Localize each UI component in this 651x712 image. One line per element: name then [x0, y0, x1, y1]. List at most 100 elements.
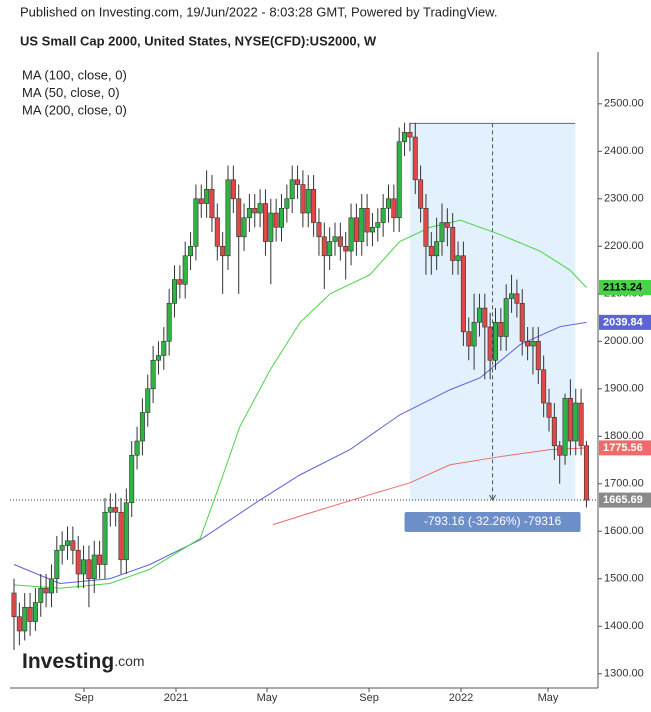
measure-label: -793.16 (-32.26%) -79316	[424, 514, 562, 528]
candle-body	[16, 616, 22, 632]
candle-body	[113, 507, 119, 513]
candle-body	[546, 402, 552, 418]
candle-body	[460, 255, 466, 333]
candle-body	[407, 131, 413, 138]
candle-body	[530, 340, 536, 347]
price-tag	[599, 440, 651, 456]
candle-body	[129, 454, 135, 504]
candle-body	[514, 293, 520, 304]
candle-body	[75, 549, 81, 575]
candle-body	[300, 184, 306, 214]
candle-body	[257, 203, 263, 214]
candle-body	[551, 416, 557, 447]
plot-area: 1300.00 1400.00 1500.00 1600.00 1700.00 1800.…	[10, 52, 651, 704]
candle-body	[311, 188, 317, 223]
candle-body	[65, 540, 71, 546]
price-tag-label: 1665.69	[603, 494, 643, 506]
legend-entry: MA (100, close, 0)	[22, 67, 127, 82]
candle-body	[177, 279, 183, 285]
price-tag-label: 1775.56	[603, 442, 643, 454]
ma-line	[13, 219, 587, 589]
candle-body	[439, 222, 445, 242]
y-tick-label: 2000.00	[604, 335, 644, 347]
candle-body	[573, 402, 579, 442]
candle-body	[557, 445, 563, 456]
candle-body	[482, 307, 488, 328]
candle-body	[230, 179, 236, 200]
candle-body	[97, 554, 103, 565]
candle-body	[38, 587, 44, 603]
candle-body	[321, 236, 327, 257]
candle-body	[225, 179, 231, 257]
candle-body	[305, 188, 311, 214]
y-tick-label: 1800.00	[604, 430, 644, 442]
candle-body	[412, 136, 418, 181]
candle-body	[450, 226, 456, 261]
y-tick-label: 1700.00	[604, 478, 644, 490]
x-tick-label: Sep	[359, 692, 379, 704]
candle-body	[375, 222, 381, 228]
x-tick-label: 2021	[164, 692, 188, 704]
legend-entry: MA (50, close, 0)	[22, 85, 120, 100]
candle-body	[11, 592, 17, 618]
candle-body	[386, 198, 392, 209]
candle-body	[145, 388, 151, 413]
candle-body	[22, 606, 28, 632]
candle-body	[102, 511, 108, 565]
candle-body	[343, 245, 349, 252]
candle-body	[332, 236, 338, 242]
candle-body	[567, 397, 573, 442]
candle-body	[391, 198, 397, 219]
y-tick-label: 2300.00	[604, 193, 644, 205]
candle-body	[471, 321, 477, 347]
price-tag	[599, 279, 651, 295]
candle-body	[535, 340, 541, 371]
candle-body	[48, 578, 54, 594]
price-tag-label: 2113.24	[603, 281, 643, 293]
candle-body	[562, 397, 568, 456]
candle-body	[86, 559, 92, 580]
candle-body	[188, 245, 194, 257]
candle-body	[541, 369, 547, 404]
candle-body	[166, 302, 172, 342]
candle-body	[295, 179, 301, 185]
candle-body	[476, 307, 482, 323]
chart-title: US Small Cap 2000, United States, NYSE(C…	[20, 33, 377, 48]
candle-body	[337, 236, 343, 247]
candle-body	[396, 141, 402, 219]
candle-body	[139, 412, 145, 442]
candle-body	[359, 207, 365, 242]
candle-body	[134, 440, 140, 456]
y-tick-label: 1300.00	[604, 668, 644, 680]
candle-body	[209, 188, 215, 219]
candle-body	[273, 212, 279, 228]
candle-body	[402, 131, 408, 143]
ma-line	[13, 321, 587, 585]
candle-body	[268, 212, 274, 242]
candle-body	[583, 445, 589, 501]
candle-body	[348, 217, 354, 252]
logo-suffix: .com	[114, 653, 144, 669]
candle-body	[214, 217, 220, 247]
candle-body	[487, 326, 493, 361]
candle-body	[246, 207, 252, 219]
candle-body	[444, 222, 450, 228]
candle-body	[241, 217, 247, 238]
candle-body	[32, 602, 38, 622]
candle-body	[81, 559, 87, 575]
y-tick-label: 1600.00	[604, 525, 644, 537]
candle-body	[423, 207, 429, 247]
candle-body	[364, 207, 370, 233]
logo: Investing.com	[22, 650, 145, 673]
candle-body	[204, 188, 210, 204]
candle-body	[91, 554, 97, 580]
ma-line	[272, 447, 587, 526]
candle-body	[155, 355, 161, 361]
candle-body	[123, 502, 129, 561]
y-tick-label: 2400.00	[604, 145, 644, 157]
candle-body	[434, 241, 440, 257]
candle-body	[578, 402, 584, 447]
candle-body	[27, 606, 33, 622]
price-tag-label: 2039.84	[603, 316, 644, 328]
